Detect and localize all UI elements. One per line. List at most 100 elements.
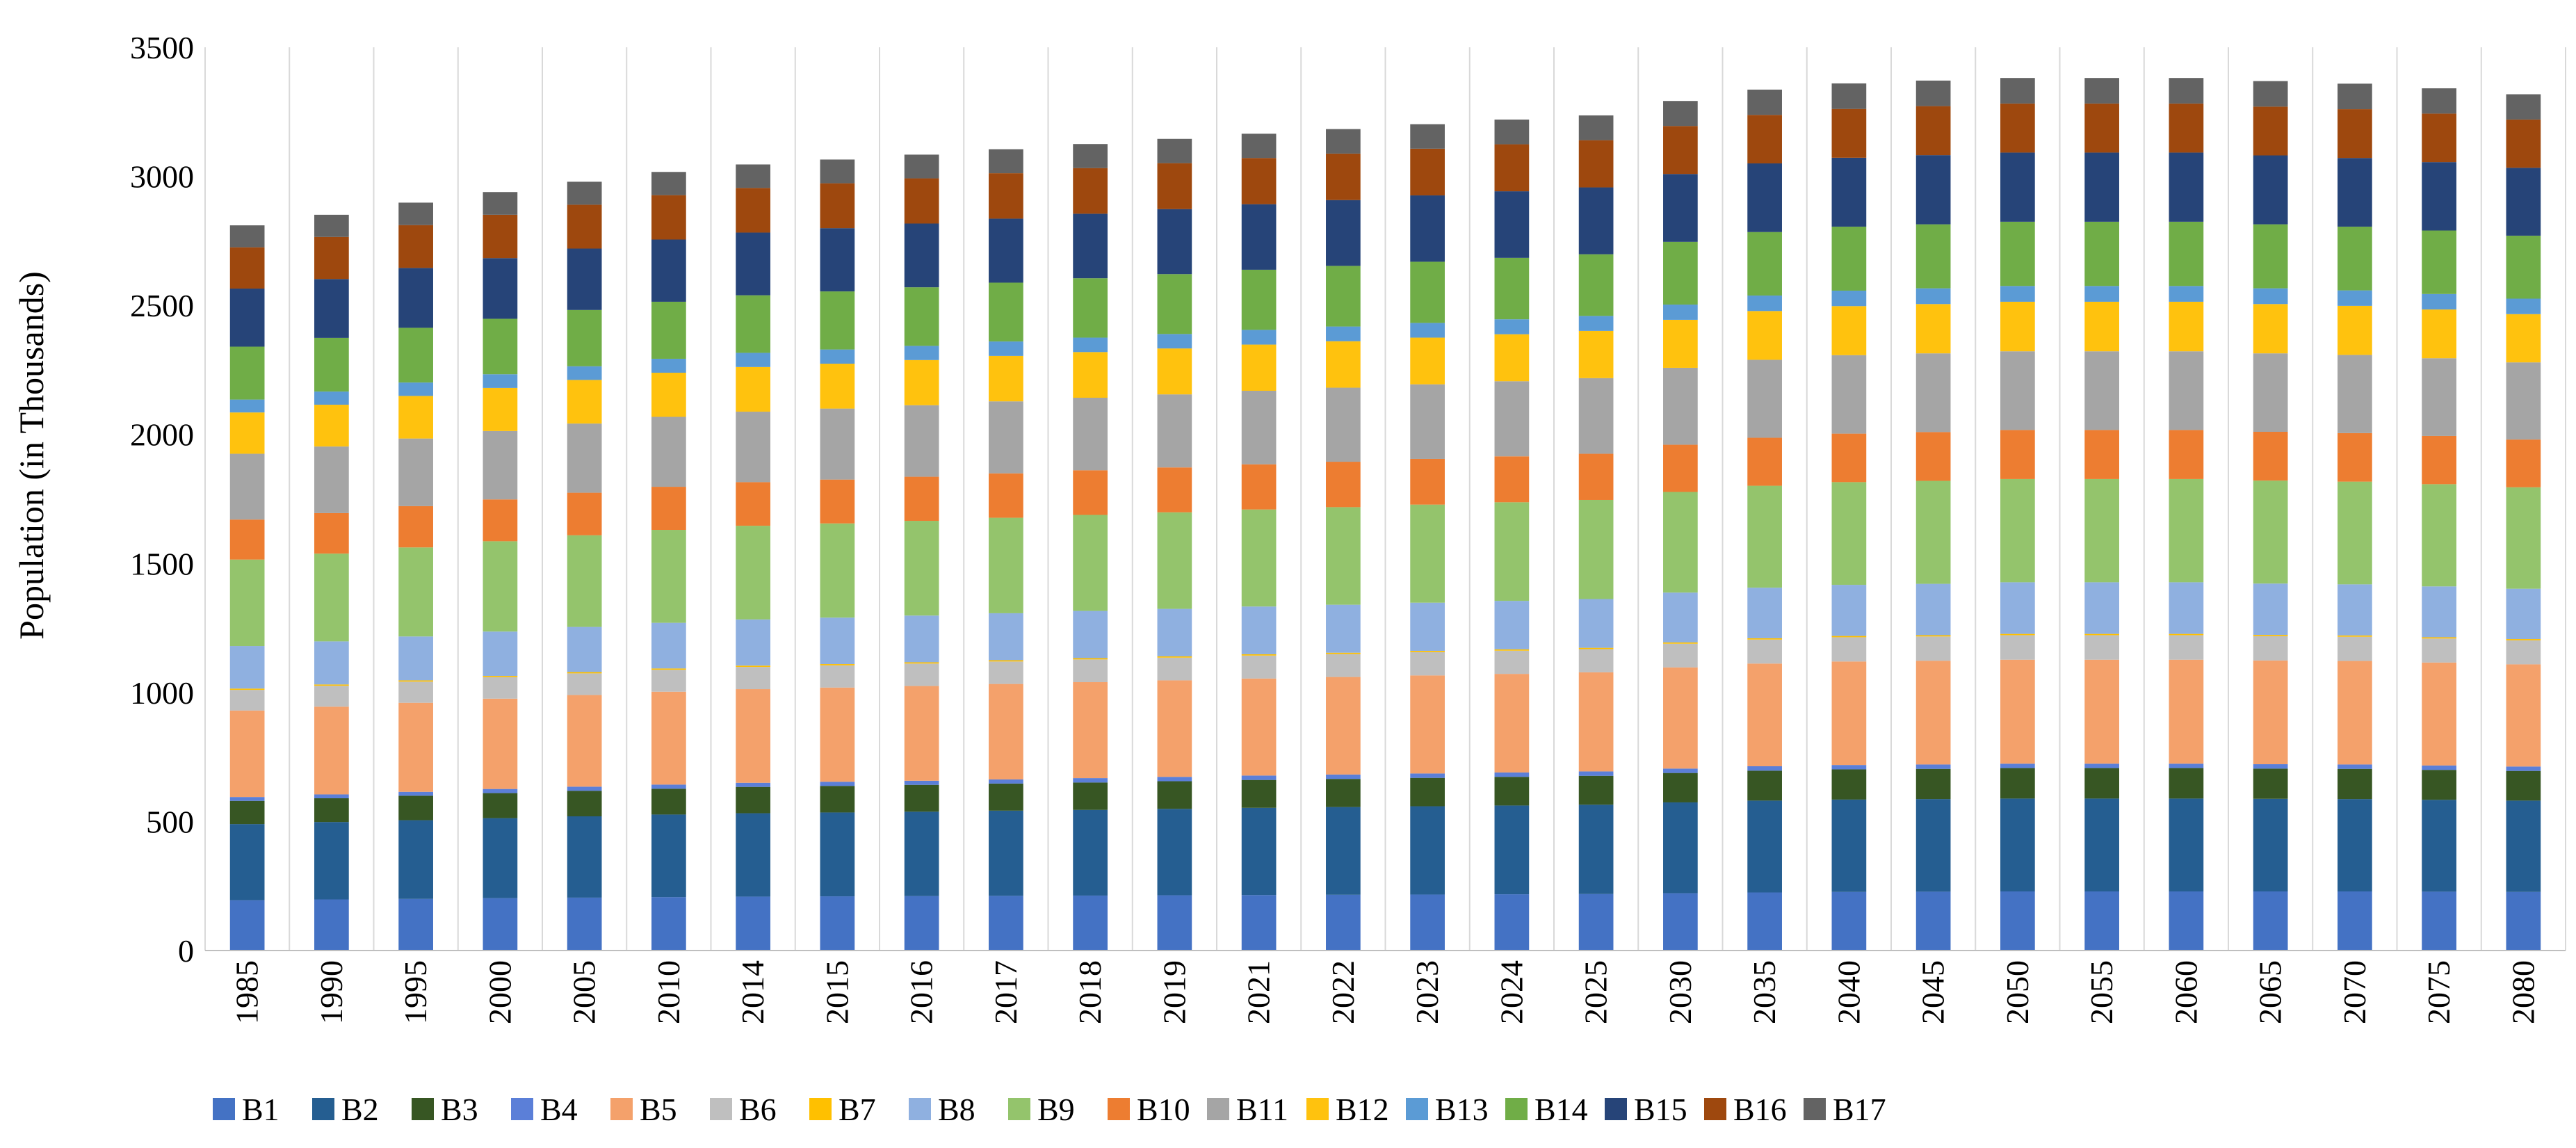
bar-segment-b16-2060 <box>2169 103 2204 153</box>
bar-segment-b10-2035 <box>1747 437 1782 486</box>
bar-segment-b7-2016 <box>904 662 939 664</box>
bar-segment-b10-2014 <box>736 482 770 526</box>
bar-segment-b7-1985 <box>229 688 265 690</box>
bar-segment-b7-2065 <box>2253 635 2288 636</box>
bar-segment-b16-2000 <box>483 214 518 259</box>
legend-item-b4: B4 <box>511 1092 578 1127</box>
bar-segment-b4-2017 <box>989 779 1023 784</box>
bar-segment-b5-2018 <box>1073 682 1108 779</box>
bar-segment-b4-2040 <box>1831 765 1867 770</box>
bar-segment-b2-2010 <box>651 814 686 898</box>
legend-item-b1: B1 <box>213 1092 280 1127</box>
bar-segment-b17-2024 <box>1494 119 1530 145</box>
legend-label: B3 <box>441 1092 478 1127</box>
bar-segment-b10-2045 <box>1915 432 1951 481</box>
x-tick-label: 2035 <box>1747 960 1782 1024</box>
bar-stack-2015 <box>820 159 855 951</box>
bar-segment-b11-2080 <box>2506 362 2541 440</box>
bar-segment-b10-1990 <box>314 512 349 554</box>
bar-segment-b5-2040 <box>1831 661 1867 766</box>
bar-segment-b6-2014 <box>736 667 770 690</box>
bar-segment-b7-2005 <box>567 672 602 674</box>
bar-segment-b6-2030 <box>1663 643 1698 668</box>
bar-segment-b3-2000 <box>483 793 518 818</box>
bar-stack-2080 <box>2506 94 2541 951</box>
bar-segment-b6-2055 <box>2084 635 2119 660</box>
bar-segment-b6-1985 <box>229 690 265 711</box>
bar-segment-b17-2023 <box>1410 124 1445 149</box>
bar-segment-b7-2080 <box>2506 639 2541 640</box>
bar-segment-b15-2070 <box>2338 158 2372 227</box>
bar-segment-b17-2010 <box>651 172 686 195</box>
x-tick-label: 2018 <box>1072 960 1108 1024</box>
bar-segment-b12-2045 <box>1915 304 1951 354</box>
bar-segment-b2-2018 <box>1073 809 1108 896</box>
legend-item-b11: B11 <box>1207 1092 1288 1127</box>
bar-segment-b7-2035 <box>1747 638 1782 640</box>
bar-segment-b5-2016 <box>904 686 939 781</box>
legend-item-b6: B6 <box>710 1092 777 1127</box>
bar-segment-b11-2065 <box>2253 353 2288 432</box>
bar-segment-b6-2024 <box>1494 650 1530 674</box>
bar-segment-b16-2045 <box>1915 106 1951 156</box>
bar-segment-b4-2018 <box>1073 778 1108 783</box>
legend-swatch <box>909 1098 931 1120</box>
legend-label: B5 <box>640 1092 677 1127</box>
x-tick-label: 2065 <box>2253 960 2288 1024</box>
bar-segment-b6-2050 <box>2000 635 2035 660</box>
bar-segment-b15-2017 <box>989 218 1023 283</box>
bar-segment-b5-2014 <box>736 689 770 783</box>
bar-segment-b16-2035 <box>1747 115 1782 164</box>
bar-segment-b1-2019 <box>1157 895 1192 951</box>
bar-segment-b7-2045 <box>1915 635 1951 637</box>
bar-segment-b7-2050 <box>2000 633 2035 636</box>
bar-segment-b13-2014 <box>736 353 770 367</box>
x-tick-label: 2014 <box>735 960 770 1024</box>
bar-segment-b8-1995 <box>398 636 433 681</box>
bar-segment-b9-2017 <box>989 517 1023 613</box>
legend-label: B13 <box>1435 1092 1489 1127</box>
bar-segment-b6-2000 <box>483 677 518 699</box>
bar-segment-b12-2050 <box>2000 301 2035 352</box>
bar-segment-b11-2075 <box>2422 358 2456 436</box>
bar-segment-b15-2035 <box>1747 163 1782 232</box>
bar-segment-b3-2080 <box>2506 770 2541 801</box>
bar-segment-b6-2005 <box>567 673 602 695</box>
bar-segment-b6-2018 <box>1073 659 1108 683</box>
bar-segment-b2-2021 <box>1241 807 1277 896</box>
x-tick-label: 2040 <box>1831 960 1866 1024</box>
bar-segment-b15-2022 <box>1326 200 1361 266</box>
bar-segment-b11-2070 <box>2338 355 2372 433</box>
bar-segment-b4-2014 <box>736 782 770 787</box>
bar-segment-b5-2022 <box>1326 677 1361 775</box>
bar-segment-b15-2045 <box>1915 155 1951 225</box>
legend-label: B16 <box>1733 1092 1787 1127</box>
bar-segment-b11-2050 <box>2000 351 2035 430</box>
bar-segment-b10-2030 <box>1663 444 1698 492</box>
x-tick-label: 2015 <box>819 960 854 1024</box>
bar-segment-b4-2045 <box>1915 764 1951 769</box>
bar-segment-b17-2021 <box>1241 134 1277 159</box>
bar-segment-b14-2070 <box>2338 226 2372 291</box>
bar-segment-b4-1995 <box>398 791 433 796</box>
legend-swatch <box>1704 1098 1726 1120</box>
bar-stack-2019 <box>1157 138 1192 951</box>
bar-segment-b5-2060 <box>2169 659 2204 764</box>
bar-segment-b8-2010 <box>651 622 686 669</box>
bar-segment-b14-2035 <box>1747 232 1782 296</box>
legend-label: B1 <box>242 1092 280 1127</box>
bar-segment-b15-2014 <box>736 232 770 296</box>
bar-segment-b1-1985 <box>229 900 265 951</box>
bar-segment-b1-2060 <box>2169 891 2204 951</box>
bar-segment-b1-2005 <box>567 897 602 951</box>
bar-segment-b11-2060 <box>2169 351 2204 430</box>
y-tick-label: 500 <box>146 804 194 839</box>
bar-segment-b3-2019 <box>1157 781 1192 809</box>
bar-segment-b10-2021 <box>1241 464 1277 510</box>
bar-segment-b10-2040 <box>1831 433 1867 483</box>
bar-segment-b6-2022 <box>1326 654 1361 677</box>
bar-segment-b16-2065 <box>2253 106 2288 156</box>
bar-segment-b12-2018 <box>1073 352 1108 398</box>
legend-item-b10: B10 <box>1108 1092 1190 1127</box>
bar-segment-b12-1995 <box>398 396 433 439</box>
